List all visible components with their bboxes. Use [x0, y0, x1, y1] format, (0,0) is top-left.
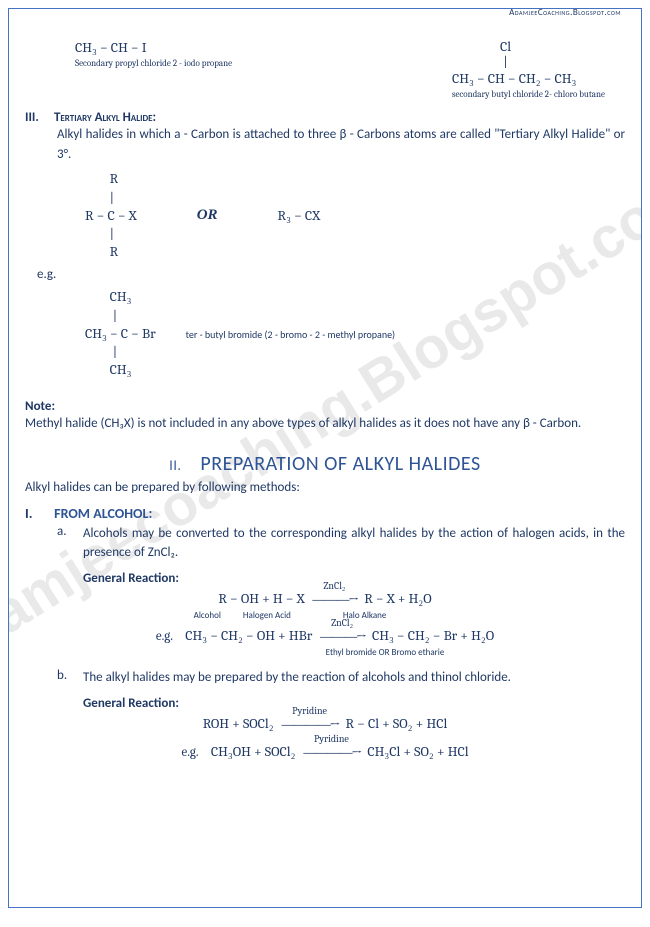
method-number: I. [25, 505, 51, 522]
catalyst: Pyridine [281, 705, 339, 717]
item-text: Alcohols may be converted to the corresp… [83, 524, 625, 563]
example-reaction-b: e.g. CH₃OH + SOCl₂ Pyridine ――――→ CH₃Cl … [25, 743, 625, 761]
formula-text: CH₃ − CH − I [75, 39, 232, 57]
reaction-arrow: ZnCl₂ ―――→ [312, 591, 357, 608]
eg-label: e.g. [181, 745, 198, 760]
section-title: Tertiary Alkyl Halide: [54, 110, 156, 125]
roman-numeral: II. [169, 457, 181, 474]
main-heading: II. PREPARATION OF ALKYL HALIDES [25, 452, 625, 476]
reaction-rhs: CH₃Cl + SO₂ + HCl [367, 743, 468, 760]
structure-generic: R | R − C − X | R [85, 170, 137, 261]
catalyst: ZnCl₂ [312, 580, 357, 592]
document-page: AdamjeeCoaching.Blogspot.com Adamjeecoac… [8, 8, 642, 908]
method-heading: I. FROM ALCOHOL: [25, 505, 625, 522]
heading-text: PREPARATION OF ALKYL HALIDES [200, 452, 480, 476]
header-url: AdamjeeCoaching.Blogspot.com [509, 8, 621, 18]
product-label: Ethyl bromide OR Bromo etharie [145, 647, 625, 658]
section-number: III. [25, 110, 51, 125]
reaction-lhs: CH₃OH + SOCl₂ [211, 743, 296, 760]
reaction-a: R − OH + H − X ZnCl₂ ―――→ R − X + H₂O [25, 590, 625, 608]
section-tertiary-heading: III. Tertiary Alkyl Halide: [25, 110, 625, 125]
method-title: FROM ALCOHOL: [54, 505, 152, 522]
method-item-a: a. Alcohols may be converted to the corr… [57, 524, 625, 563]
note-body: Methyl halide (CH₃X) is not included in … [25, 414, 625, 434]
reaction-lhs: CH₃ − CH₂ − OH + HBr [185, 627, 312, 644]
reaction-lhs: R − OH + H − X [218, 590, 304, 607]
or-label: OR [197, 207, 218, 224]
section-body: Alkyl halides in which a - Carbon is att… [57, 125, 625, 164]
formula-caption: secondary butyl chloride 2- chloro butan… [452, 90, 605, 100]
formula-secondary-butyl: Cl | CH₃ − CH − CH₂ − CH₃ secondary buty… [452, 39, 605, 100]
reaction-rhs: CH₃ − CH₂ − Br + H₂O [372, 627, 494, 644]
item-letter: b. [57, 668, 83, 688]
reaction-rhs: R − Cl + SO₂ + HCl [345, 715, 447, 732]
reaction-rhs: R − X + H₂O [364, 590, 431, 607]
formula-caption: Secondary propyl chloride 2 - iodo propa… [75, 59, 232, 69]
catalyst: ZnCl₂ [319, 617, 364, 629]
catalyst: Pyridine [303, 733, 361, 745]
formula-text: CH₃ − CH − CH₂ − CH₃ [452, 70, 605, 88]
reaction-arrow: ZnCl₂ ―――→ [319, 628, 364, 645]
intro-text: Alkyl halides can be prepared by followi… [25, 480, 625, 495]
structure-example: CH₃ | CH₃ − C − Br | CH₃ [85, 288, 156, 379]
formula-secondary-propyl: CH₃ − CH − I Secondary propyl chloride 2… [75, 39, 232, 100]
eg-label: e.g. [156, 629, 173, 644]
item-text: The alkyl halides may be prepared by the… [83, 668, 625, 688]
example-label: e.g. [37, 267, 625, 282]
structure-row: R | R − C − X | R OR R₃ − CX [85, 164, 625, 267]
reaction-lhs: ROH + SOCl₂ [203, 715, 274, 732]
item-letter: a. [57, 524, 83, 563]
example-caption: ter - butyl bromide (2 - bromo - 2 - met… [186, 328, 395, 341]
page-content: CH₃ − CH − I Secondary propyl chloride 2… [25, 39, 625, 761]
reaction-arrow: Pyridine ――――→ [303, 744, 361, 761]
general-reaction-title-b: General Reaction: [83, 696, 625, 711]
note-heading: Note: [25, 399, 625, 414]
vertical-bond: Cl | [500, 39, 511, 70]
method-item-b: b. The alkyl halides may be prepared by … [57, 668, 625, 688]
example-reaction-a: e.g. CH₃ − CH₂ − OH + HBr ZnCl₂ ―――→ CH₃… [25, 627, 625, 645]
reaction-b: ROH + SOCl₂ Pyridine ――――→ R − Cl + SO₂ … [25, 715, 625, 733]
reaction-arrow: Pyridine ――――→ [281, 716, 339, 733]
top-formula-row: CH₃ − CH − I Secondary propyl chloride 2… [25, 39, 625, 100]
structure-short: R₃ − CX [278, 207, 321, 225]
